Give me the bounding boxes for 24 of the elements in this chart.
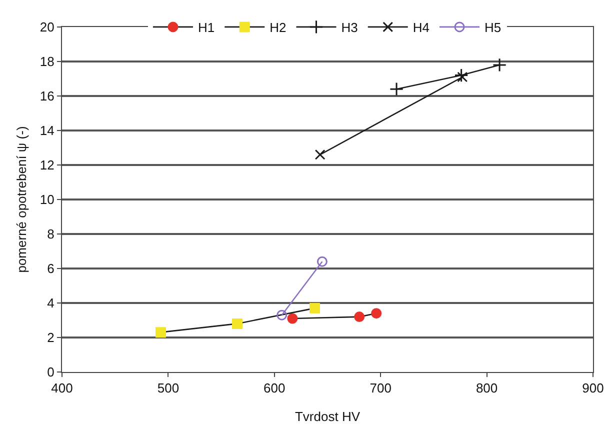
x-tick-label: 800 — [476, 380, 498, 396]
x-tick-label: 500 — [157, 380, 180, 396]
x-tick-label: 900 — [582, 380, 604, 396]
x-axis-title: Tvrdost HV — [294, 409, 360, 424]
y-tick-label: 0 — [47, 364, 54, 380]
y-tick-label: 10 — [40, 192, 54, 208]
y-tick-label: 12 — [40, 158, 54, 173]
x-tick-label: 700 — [370, 380, 392, 396]
x-tick-label: 400 — [51, 380, 73, 396]
legend-label: H5 — [484, 20, 502, 36]
y-axis-title: pomerné opotrebení ψ (-) — [14, 126, 29, 273]
legend-label: H3 — [341, 20, 358, 36]
y-tick-label: 14 — [40, 123, 54, 138]
x-tick-label: 600 — [264, 380, 286, 396]
legend-label: H2 — [270, 20, 286, 36]
legend-label: H1 — [198, 20, 215, 36]
legend-label: H4 — [412, 20, 430, 36]
y-tick-label: 6 — [47, 261, 54, 276]
y-tick-label: 20 — [40, 20, 54, 35]
y-tick-label: 4 — [47, 296, 54, 311]
y-tick-label: 2 — [47, 330, 54, 346]
y-tick-label: 18 — [40, 54, 54, 70]
y-tick-label: 8 — [47, 226, 54, 242]
y-tick-label: 16 — [40, 88, 54, 104]
